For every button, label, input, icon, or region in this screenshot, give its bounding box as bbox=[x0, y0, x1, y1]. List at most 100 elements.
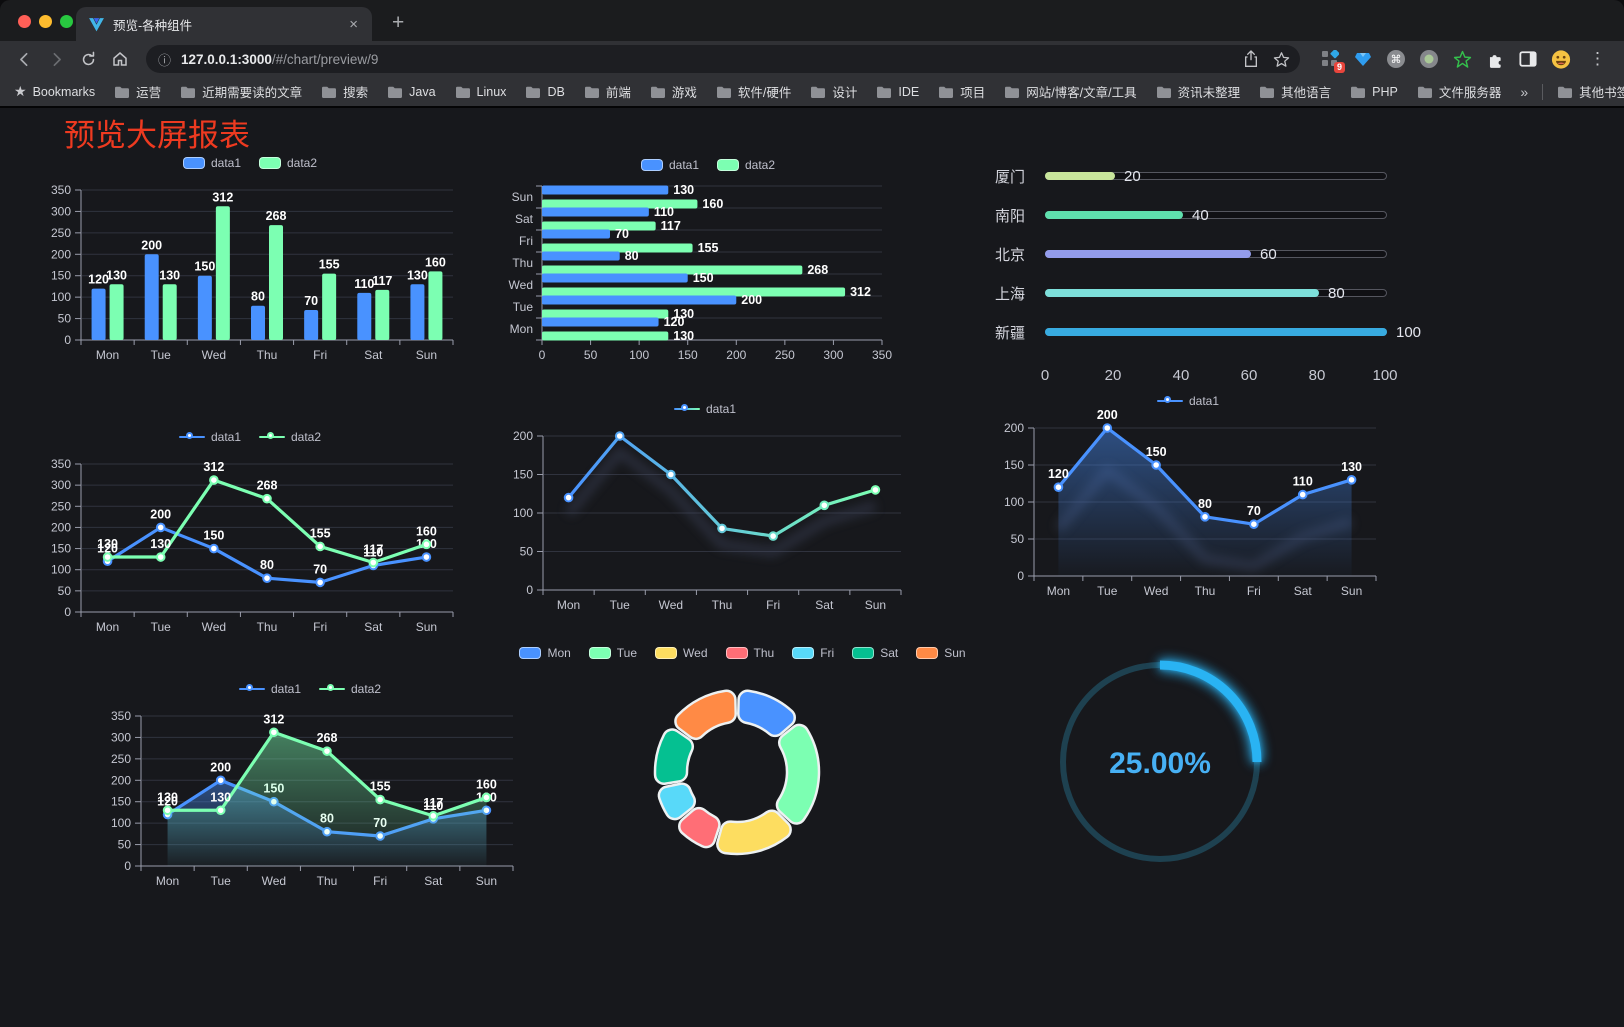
emoji-profile-icon[interactable] bbox=[1551, 49, 1571, 69]
tab-close-icon[interactable]: × bbox=[349, 15, 358, 33]
browser-menu-icon[interactable]: ⋮ bbox=[1589, 49, 1606, 68]
fullscreen-window-button[interactable] bbox=[60, 15, 73, 28]
legend-item[interactable]: data1 bbox=[238, 682, 301, 696]
share-icon[interactable] bbox=[1243, 50, 1259, 68]
bookmark-folder[interactable]: IDE bbox=[876, 82, 919, 101]
svg-text:80: 80 bbox=[1198, 497, 1212, 511]
bookmark-folder[interactable]: 资讯未整理 bbox=[1156, 82, 1240, 101]
site-info-icon[interactable]: ⓘ bbox=[158, 52, 172, 68]
legend-item[interactable]: data1 bbox=[178, 430, 241, 444]
minimize-window-button[interactable] bbox=[39, 15, 52, 28]
pie-sector[interactable] bbox=[678, 806, 721, 849]
legend-swatch bbox=[792, 647, 815, 659]
bookmark-folder[interactable]: 项目 bbox=[938, 82, 985, 101]
two-series-line-chart[interactable]: data1 data2 0 50 100 150 200 250 300 350 Mon Tue Wed… bbox=[35, 426, 465, 638]
home-icon[interactable] bbox=[106, 45, 134, 73]
two-series-area-line-chart[interactable]: data1 data2 0 50 100 150 200 250 300 350 Mon Tue Wed… bbox=[95, 678, 525, 892]
bookmark-folder[interactable]: 设计 bbox=[810, 82, 857, 101]
axis-tick-label: 20 bbox=[1104, 367, 1122, 384]
gauge-plot[interactable]: 25.00% bbox=[1040, 638, 1280, 886]
legend-item[interactable]: Sun bbox=[916, 646, 966, 660]
legend-item[interactable]: data1 bbox=[1156, 394, 1219, 408]
svg-text:0: 0 bbox=[539, 348, 546, 362]
svg-text:50: 50 bbox=[1011, 532, 1025, 546]
horizontal-bar-chart[interactable]: data1 data2 0 50 100 150 200 250 300 350 Sun Sat Fri… bbox=[498, 154, 918, 366]
pie-sector[interactable] bbox=[737, 689, 796, 738]
puzzle-extensions-icon[interactable] bbox=[1485, 49, 1505, 69]
donut-pie-chart[interactable]: Mon Tue Wed Thu Fri Sat Sun bbox=[519, 642, 966, 876]
bookmark-folder[interactable]: 软件/硬件 bbox=[716, 82, 791, 101]
bookmark-star-icon[interactable] bbox=[1273, 51, 1290, 68]
bookmark-folder[interactable]: 前端 bbox=[584, 82, 631, 101]
close-window-button[interactable] bbox=[18, 15, 31, 28]
bookmark-folder[interactable]: 搜索 bbox=[321, 82, 368, 101]
line-chart-plot[interactable]: 0 50 100 150 200 250 300 350 Mon Tue Wed Thu Fri Sat S… bbox=[35, 450, 465, 638]
traffic-lights[interactable] bbox=[18, 15, 73, 28]
bookmark-folder[interactable]: 文件服务器 bbox=[1417, 82, 1501, 101]
record-extension-icon[interactable] bbox=[1419, 49, 1439, 69]
grouped-bar-chart[interactable]: data1 data2 0 50 100 150 200 250 300 350 Mon Tue Wed… bbox=[35, 152, 465, 366]
legend-item[interactable]: Mon bbox=[519, 646, 571, 660]
legend-item[interactable]: data2 bbox=[259, 156, 317, 170]
legend-item[interactable]: data2 bbox=[319, 682, 381, 696]
legend-item[interactable]: data2 bbox=[259, 430, 321, 444]
sidepanel-icon[interactable] bbox=[1518, 49, 1538, 69]
legend-item[interactable]: data1 bbox=[640, 158, 699, 172]
svg-text:155: 155 bbox=[319, 258, 340, 272]
legend-item[interactable]: Tue bbox=[588, 646, 637, 660]
svg-text:130: 130 bbox=[159, 268, 180, 282]
svg-text:0: 0 bbox=[64, 333, 71, 347]
legend-item[interactable]: data1 bbox=[673, 402, 736, 416]
folder-icon bbox=[1005, 86, 1020, 98]
pie-sector[interactable] bbox=[657, 782, 697, 821]
line-chart-plot[interactable]: 0 50 100 150 200 Mon Tue Wed Thu Fri Sat Sun bbox=[497, 422, 913, 616]
browser-tab[interactable]: 预览-各种组件 × bbox=[76, 7, 372, 41]
gem-extension-icon[interactable] bbox=[1353, 49, 1373, 69]
pie-chart-plot[interactable] bbox=[550, 666, 935, 876]
progress-value: 100 bbox=[1396, 324, 1422, 341]
new-tab-button[interactable]: + bbox=[392, 11, 405, 34]
bar-chart-plot[interactable]: 0 50 100 150 200 250 300 350 Mon Tue Wed Thu Fri Sat S… bbox=[35, 176, 465, 366]
svg-text:Tue: Tue bbox=[513, 300, 534, 314]
legend-item[interactable]: Thu bbox=[725, 646, 774, 660]
forward-icon[interactable] bbox=[42, 45, 70, 73]
bookmark-folder[interactable]: Linux bbox=[455, 82, 506, 101]
line-chart-plot[interactable]: 0 50 100 150 200 Mon Tue Wed Thu Fri Sat Sun 120 200 1… bbox=[988, 408, 1388, 602]
bookmarks-overflow-icon[interactable]: » bbox=[1520, 83, 1529, 100]
area-line-chart[interactable]: data1 0 50 100 150 200 Mon Tue Wed Thu Fri Sat Sun 12… bbox=[988, 390, 1388, 602]
command-extension-icon[interactable]: ⌘ bbox=[1386, 49, 1406, 69]
pie-sector[interactable] bbox=[653, 728, 695, 785]
legend-item[interactable]: data2 bbox=[717, 158, 775, 172]
legend-item[interactable]: data1 bbox=[182, 156, 241, 170]
chart-legend: data1 data2 bbox=[35, 152, 465, 174]
bookmark-folder[interactable]: 游戏 bbox=[650, 82, 697, 101]
address-bar[interactable]: ⓘ 127.0.0.1:3000/#/chart/preview/9 bbox=[146, 45, 1300, 73]
bookmark-folder[interactable]: PHP bbox=[1350, 82, 1398, 101]
line-chart-plot[interactable]: 0 50 100 150 200 250 300 350 Mon Tue Wed Thu Fri Sat S… bbox=[95, 702, 525, 892]
bookmark-folder[interactable]: Java bbox=[387, 82, 436, 101]
green-star-extension-icon[interactable] bbox=[1452, 49, 1472, 69]
pie-sector[interactable] bbox=[674, 689, 737, 741]
back-icon[interactable] bbox=[10, 45, 38, 73]
legend-item[interactable]: Sat bbox=[852, 646, 898, 660]
chart-legend: Mon Tue Wed Thu Fri Sat Sun bbox=[519, 642, 966, 664]
hbar-chart-plot[interactable]: 0 50 100 150 200 250 300 350 Sun Sat Fri Thu Wed Tue M… bbox=[498, 178, 918, 366]
grid-extension-icon[interactable]: 9 bbox=[1320, 49, 1345, 73]
gradient-line-chart[interactable]: data1 0 50 100 150 200 Mon Tue Wed Thu Fri Sat Sun bbox=[497, 398, 913, 616]
other-bookmarks-folder[interactable]: 其他书签 bbox=[1557, 82, 1624, 101]
pie-sector[interactable] bbox=[716, 809, 792, 856]
bookmark-folder[interactable]: 运营 bbox=[114, 82, 161, 101]
progress-bar-chart[interactable]: 厦门 20 南阳 40 北京 60 上海 80 新疆 100 0 20 40 60 80 100 bbox=[995, 160, 1421, 392]
svg-text:100: 100 bbox=[51, 290, 71, 304]
bookmark-folder[interactable]: 近期需要读的文章 bbox=[180, 82, 302, 101]
legend-item[interactable]: Fri bbox=[792, 646, 834, 660]
bookmark-folder[interactable]: 其他语言 bbox=[1259, 82, 1331, 101]
bookmark-folder[interactable]: DB bbox=[525, 82, 565, 101]
reload-icon[interactable] bbox=[74, 45, 102, 73]
bookmarks-root[interactable]: ★ Bookmarks bbox=[14, 83, 95, 100]
pie-sector[interactable] bbox=[775, 723, 821, 825]
bookmark-folder[interactable]: 网站/博客/文章/工具 bbox=[1004, 82, 1137, 101]
url-text[interactable]: 127.0.0.1:3000/#/chart/preview/9 bbox=[181, 51, 379, 67]
gauge-chart[interactable]: 25.00% bbox=[1040, 638, 1280, 886]
legend-item[interactable]: Wed bbox=[655, 646, 708, 660]
